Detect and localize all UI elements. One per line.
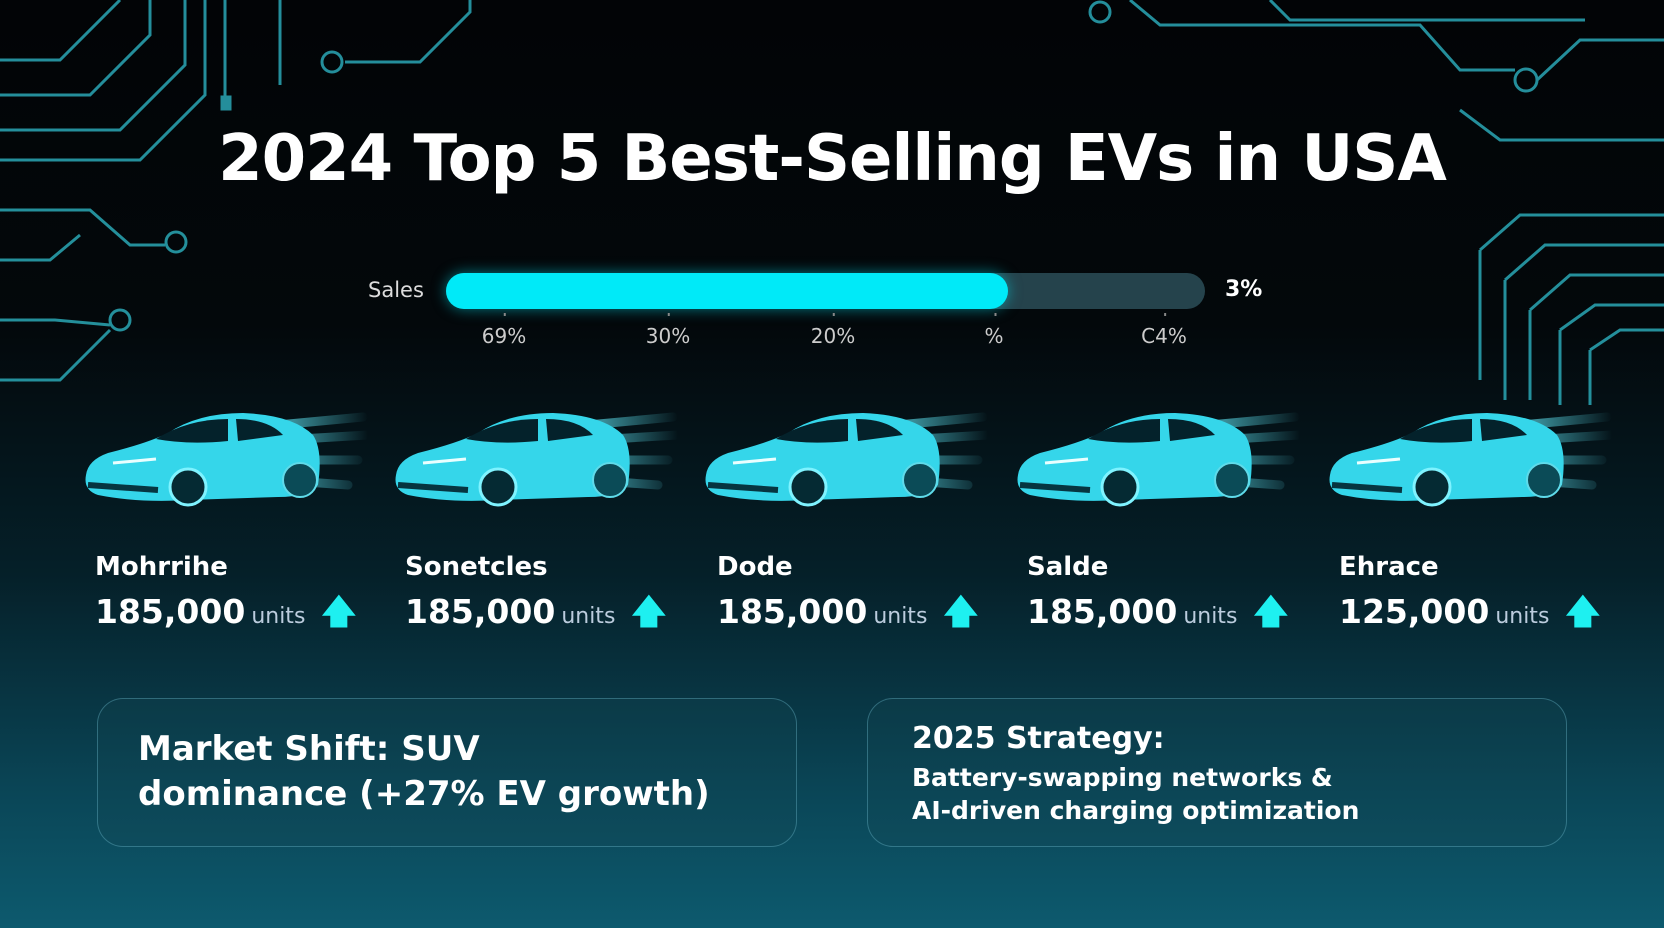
up-arrow-icon: 🡅 <box>1253 592 1289 632</box>
car-sales: 185,000 <box>405 592 556 631</box>
up-arrow-icon: 🡅 <box>943 592 979 632</box>
car-sales: 125,000 <box>1339 592 1490 631</box>
strategy-line: AI-driven charging optimization <box>912 796 1360 825</box>
car-sales: 185,000 <box>1027 592 1178 631</box>
units-label: units <box>251 604 306 629</box>
strategy-card: 2025 Strategy: Battery-swapping networks… <box>867 698 1567 847</box>
car-stat: Ehrace 125,000 units 🡅 <box>1339 552 1600 631</box>
units-label: units <box>873 604 928 629</box>
tick-label: C4% <box>1141 313 1187 348</box>
car-image <box>1010 405 1300 515</box>
units-label: units <box>1495 604 1550 629</box>
car-name: Dode <box>717 552 793 582</box>
car-stat: Mohrrihe 185,000 units 🡅 <box>95 552 356 631</box>
sales-progress-bar <box>446 273 1205 309</box>
units-label: units <box>1183 604 1238 629</box>
tick-label: % <box>984 313 1004 348</box>
sales-bar-end-label: 3% <box>1225 277 1263 302</box>
tick-label: 20% <box>810 313 856 348</box>
car-stat: Sonetcles 185,000 units 🡅 <box>405 552 666 631</box>
car-stat: Salde 185,000 units 🡅 <box>1027 552 1288 631</box>
car-image <box>698 405 988 515</box>
car-image <box>78 405 368 515</box>
sales-bar-label: Sales <box>368 278 424 302</box>
market-shift-line: dominance (+27% EV growth) <box>138 774 710 814</box>
up-arrow-icon: 🡅 <box>321 592 357 632</box>
sales-progress-fill <box>446 273 1008 309</box>
car-image <box>388 405 678 515</box>
units-label: units <box>561 604 616 629</box>
car-name: Mohrrihe <box>95 552 228 582</box>
car-name: Ehrace <box>1339 552 1439 582</box>
car-name: Salde <box>1027 552 1109 582</box>
market-shift-card: Market Shift: SUV dominance (+27% EV grow… <box>97 698 797 847</box>
up-arrow-icon: 🡅 <box>631 592 667 632</box>
car-name: Sonetcles <box>405 552 548 582</box>
car-stat: Dode 185,000 units 🡅 <box>717 552 978 631</box>
market-shift-line: Market Shift: SUV <box>138 729 480 769</box>
strategy-line: Battery-swapping networks & <box>912 763 1333 792</box>
up-arrow-icon: 🡅 <box>1565 592 1601 632</box>
tick-label: 69% <box>481 313 527 348</box>
car-sales: 185,000 <box>95 592 246 631</box>
tick-label: 30% <box>645 313 691 348</box>
strategy-heading: 2025 Strategy: <box>912 721 1165 756</box>
car-image <box>1322 405 1612 515</box>
car-sales: 185,000 <box>717 592 868 631</box>
page-title: 2024 Top 5 Best-Selling EVs in USA <box>218 122 1447 196</box>
